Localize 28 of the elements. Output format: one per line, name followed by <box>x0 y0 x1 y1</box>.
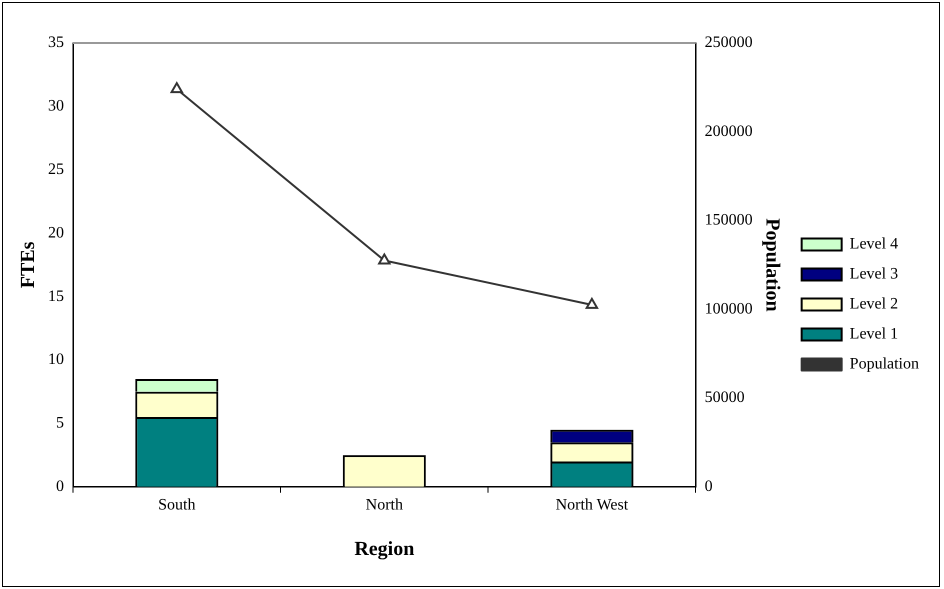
y2-tick-label: 250000 <box>704 34 753 52</box>
x-tick-label: North <box>366 496 403 514</box>
point <box>586 298 598 309</box>
legend-label: Level 3 <box>850 266 898 283</box>
y2-tick-label: 0 <box>704 478 713 496</box>
y-tick-label: 30 <box>48 98 64 115</box>
legend-label: Level 2 <box>850 296 898 313</box>
y-tick-label: 15 <box>48 288 64 305</box>
y2-axis-title: Population <box>761 218 784 312</box>
y2-tick-label: 100000 <box>704 300 753 318</box>
x-tick-label: South <box>158 496 196 514</box>
y2-tick-label: 200000 <box>704 122 753 140</box>
y2-tick-label: 150000 <box>704 212 753 229</box>
point <box>378 253 391 264</box>
legend-label: Level 1 <box>850 326 898 343</box>
y-tick-label: 10 <box>48 351 64 368</box>
y-tick-label: 0 <box>56 478 64 496</box>
x-axis-title: Region <box>354 538 414 560</box>
y-axis-title: FTEs <box>17 241 40 288</box>
x-tick-label: North West <box>556 496 629 514</box>
y2-tick-label: 50000 <box>704 389 745 406</box>
y-tick-label: 5 <box>56 414 64 432</box>
legend-label: Population <box>850 356 920 373</box>
y-tick-label: 25 <box>48 161 64 178</box>
legend-label: Level 4 <box>850 236 898 253</box>
y-tick-label: 20 <box>48 224 64 242</box>
y-tick-label: 35 <box>48 34 64 52</box>
point <box>170 82 183 94</box>
